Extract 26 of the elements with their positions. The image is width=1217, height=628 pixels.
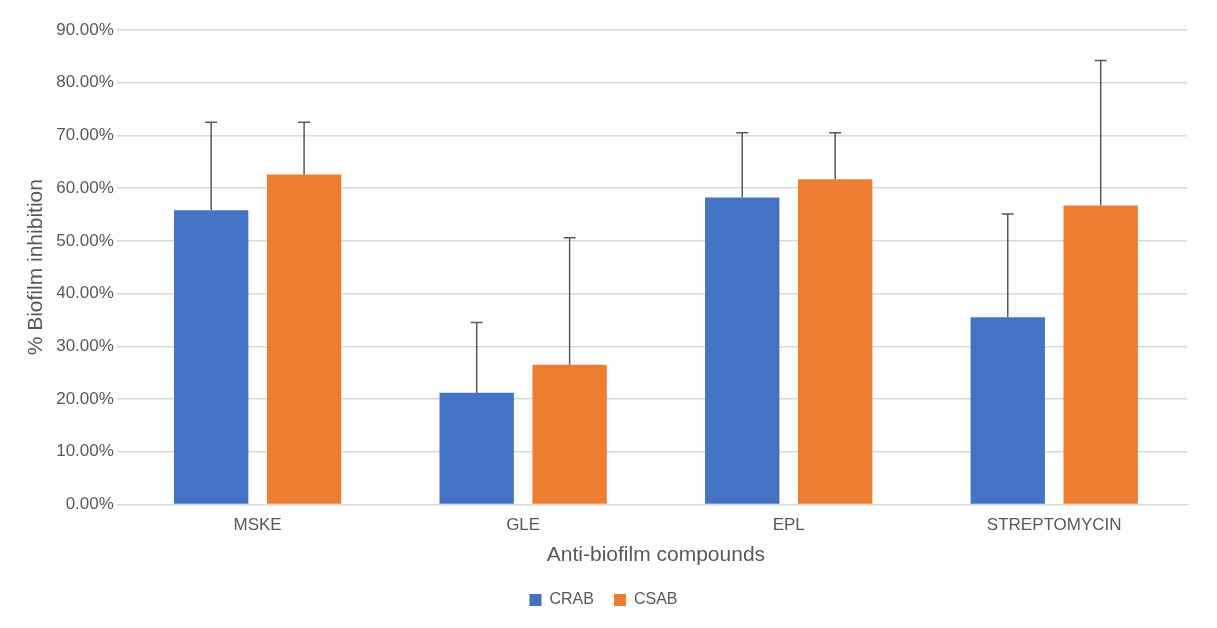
y-tick-label: 40.00% xyxy=(56,283,114,303)
y-tick-label: 50.00% xyxy=(56,230,114,250)
bar xyxy=(970,317,1045,504)
x-tick-label: STREPTOMYCIN xyxy=(986,515,1122,535)
y-tick-label: 10.00% xyxy=(56,441,114,461)
y-tick-label: 60.00% xyxy=(56,177,114,197)
y-tick-label: 80.00% xyxy=(56,72,114,92)
legend-label: CRAB xyxy=(549,590,594,608)
x-tick-label: GLE xyxy=(506,515,541,535)
y-tick-label: 20.00% xyxy=(56,388,114,408)
legend-label: CSAB xyxy=(633,590,678,608)
y-tick-label: 30.00% xyxy=(56,335,114,355)
y-tick-label: 90.00% xyxy=(56,19,114,39)
bar xyxy=(439,392,514,504)
bar xyxy=(532,364,607,504)
bar xyxy=(1063,205,1138,504)
y-tick-label: 0.00% xyxy=(65,494,114,514)
bar xyxy=(266,174,342,504)
y-axis-title: % Biofilm inhibition xyxy=(23,179,47,356)
bar xyxy=(173,210,249,504)
x-axis-title: Anti-biofilm compounds xyxy=(546,542,766,566)
x-tick-label: MSKE xyxy=(233,515,282,535)
x-tick-label: EPL xyxy=(772,515,805,535)
bar xyxy=(797,179,873,504)
y-tick-label: 70.00% xyxy=(56,125,114,145)
bar xyxy=(705,197,780,504)
